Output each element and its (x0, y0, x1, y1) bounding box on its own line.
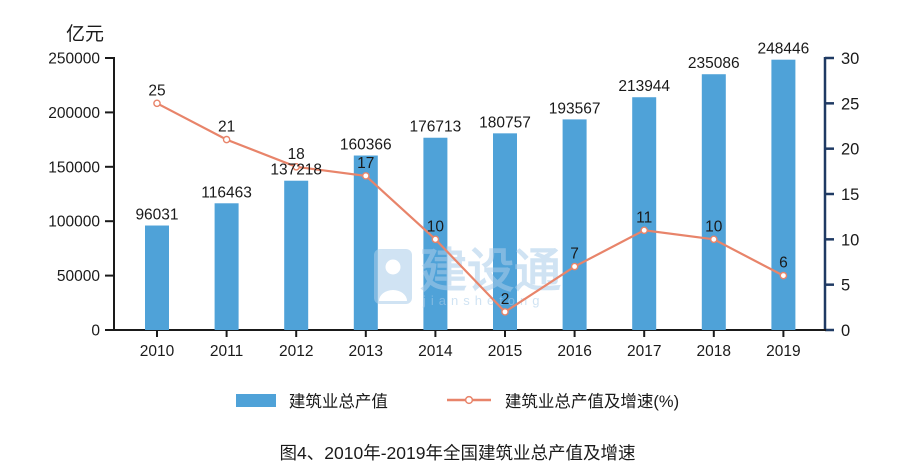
x-axis-label: 2018 (697, 343, 731, 360)
bar-value-label: 180757 (479, 114, 531, 131)
bar-value-label: 248446 (758, 41, 810, 58)
watermark-subtext: jianshetong (422, 293, 545, 308)
legend-item-bar: 建筑业总产值 (235, 388, 388, 412)
bar-value-label: 213944 (618, 78, 670, 95)
left-axis-tick-label: 200000 (48, 105, 100, 122)
left-axis-tick-label: 250000 (48, 51, 100, 68)
right-axis-tick-label: 5 (841, 277, 850, 295)
right-axis-tick-label: 30 (841, 50, 859, 68)
x-axis-label: 2017 (627, 343, 661, 360)
bar-value-label: 193567 (549, 100, 601, 117)
bar-value-label: 176713 (410, 119, 462, 136)
x-axis-label: 2010 (140, 343, 175, 360)
x-axis-label: 2019 (766, 343, 800, 360)
line-point-2010 (153, 99, 161, 108)
x-axis-label: 2016 (557, 343, 591, 360)
bar-2016 (562, 119, 587, 330)
left-axis-tick-label: 0 (91, 323, 100, 340)
legend-label-line: 建筑业总产值及增速(%) (504, 393, 680, 411)
right-axis-tick-label: 15 (841, 186, 859, 204)
bar-2010 (145, 225, 169, 330)
line-point-2016 (570, 262, 579, 271)
right-axis-tick-label: 10 (841, 231, 859, 249)
chart: 0 50000 100000 150000 200000 250000 0 5 10 15 20 25… (48, 23, 859, 360)
construction-worker-icon (385, 259, 401, 275)
line-point-2014 (431, 235, 440, 244)
bar-2019 (771, 59, 796, 331)
line-point-2012 (292, 162, 301, 171)
line-value-label: 6 (779, 255, 788, 272)
x-axis-label: 2011 (210, 343, 243, 360)
bar-2015 (493, 133, 517, 330)
line-value-label: 21 (218, 119, 235, 136)
bar-2012 (284, 180, 309, 330)
legend-item-line: 建筑业总产值及增速(%) (446, 388, 679, 412)
left-axis-unit-label: 亿元 (66, 23, 104, 45)
bar-2017 (632, 97, 657, 330)
line-value-label: 11 (636, 209, 652, 226)
line-point-2015 (501, 308, 509, 316)
watermark-text: 建设通 (420, 244, 561, 297)
bar-value-label: 96031 (135, 207, 178, 224)
legend: 建筑业总产值 建筑业总产值及增速(%) (0, 386, 915, 414)
bar-2014 (423, 137, 448, 330)
left-axis-tick-label: 150000 (48, 159, 100, 176)
bar-2013 (353, 155, 378, 330)
x-axis-label: 2013 (349, 343, 383, 360)
line-value-label: 17 (357, 155, 374, 172)
right-axis-tick-label: 0 (841, 322, 850, 340)
bar-value-label: 160366 (340, 137, 392, 154)
bar-value-label: 116463 (201, 184, 252, 201)
line-swatch-icon (446, 395, 491, 405)
x-axis-label: 2014 (418, 343, 453, 360)
line-value-label: 2 (501, 291, 510, 308)
line-point-2011 (222, 135, 231, 144)
legend-label-bar: 建筑业总产值 (288, 393, 388, 411)
bar-swatch-icon (235, 393, 276, 407)
line-value-label: 7 (570, 246, 579, 263)
growth-line (156, 102, 784, 314)
line-value-label: 25 (148, 82, 165, 99)
bar-2018 (701, 74, 726, 330)
bar-value-label: 137218 (270, 162, 322, 179)
right-axis-tick-label: 25 (841, 95, 859, 113)
left-axis-tick-label: 50000 (57, 268, 100, 285)
line-value-label: 18 (288, 146, 305, 163)
bar-value-label: 235086 (688, 55, 740, 72)
worker-shoulders-icon (379, 290, 407, 301)
x-axis-label: 2012 (279, 343, 313, 360)
line-value-label: 10 (427, 218, 445, 235)
left-axis-tick-label: 100000 (48, 214, 100, 231)
x-axis-label: 2015 (488, 343, 522, 360)
watermark-logo (374, 249, 412, 304)
line-point-2019 (779, 271, 788, 280)
figure-caption: 图4、2010年-2019年全国建筑业总产值及增速 (279, 443, 636, 463)
line-value-label: 10 (705, 218, 723, 235)
right-axis-tick-label: 20 (841, 141, 859, 159)
line-point-2018 (710, 235, 718, 244)
line-point-2017 (640, 226, 649, 235)
bar-2011 (214, 203, 239, 330)
line-point-2013 (361, 172, 370, 180)
